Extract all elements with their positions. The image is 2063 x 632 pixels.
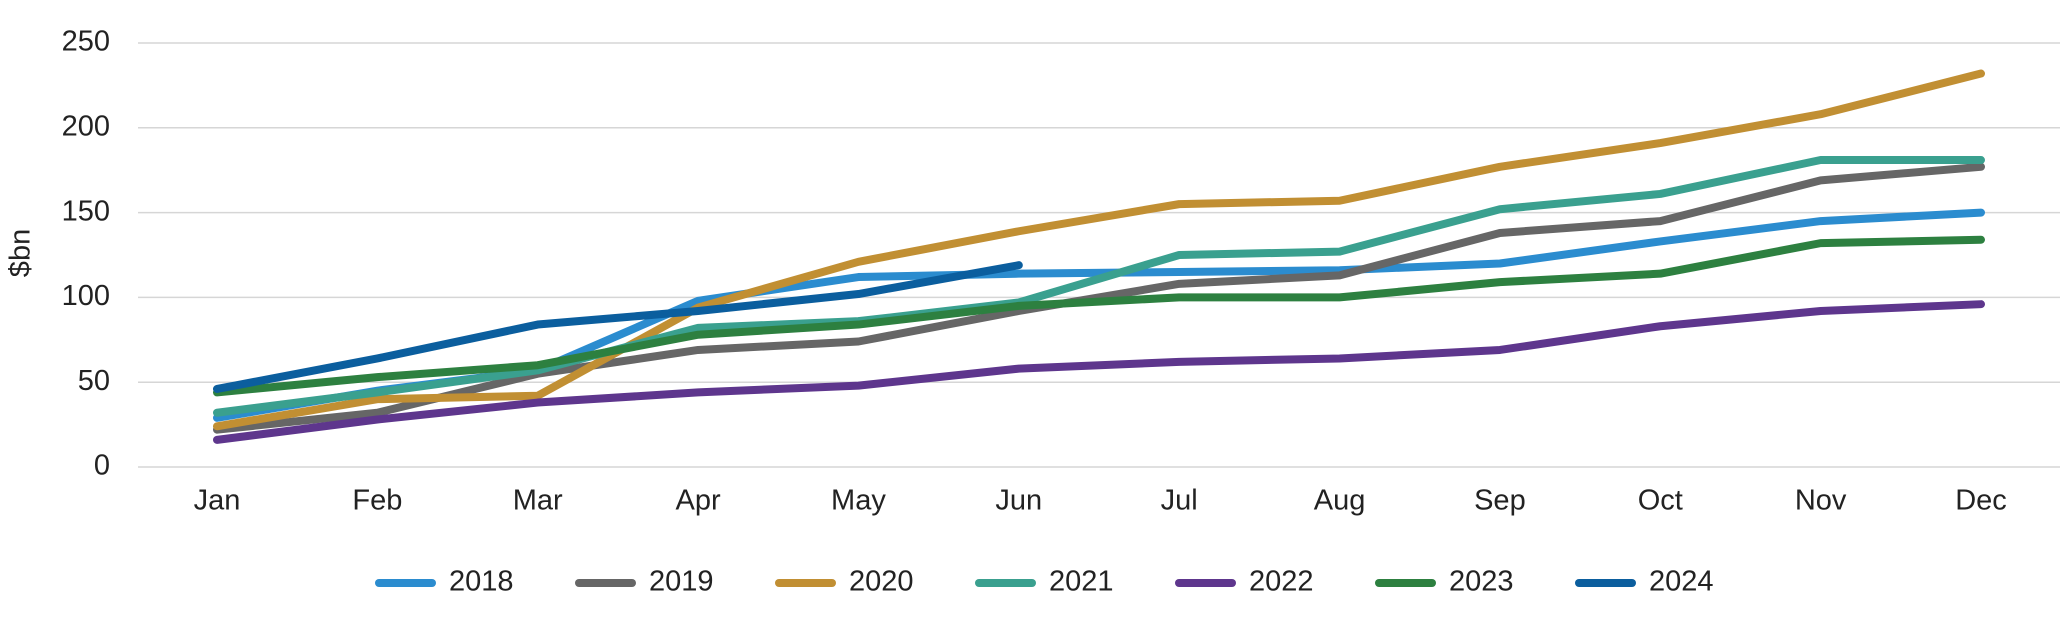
x-tick-label: Oct bbox=[1638, 485, 1683, 517]
y-tick-label: 200 bbox=[62, 110, 110, 142]
x-tick-label: Nov bbox=[1795, 485, 1847, 517]
x-tick-label: Apr bbox=[676, 485, 721, 517]
x-tick-label: Mar bbox=[513, 485, 563, 517]
series-line bbox=[213, 162, 1985, 434]
series-line bbox=[213, 235, 1985, 397]
legend-label: 2023 bbox=[1449, 566, 1514, 598]
x-tick-label: Jul bbox=[1161, 485, 1198, 517]
x-tick-label: Feb bbox=[352, 485, 402, 517]
x-tick-label: Sep bbox=[1474, 485, 1526, 517]
y-tick-label: 150 bbox=[62, 195, 110, 227]
x-tick-label: Jun bbox=[995, 485, 1042, 517]
y-axis-label: $bn bbox=[5, 229, 37, 277]
series-line bbox=[213, 69, 1985, 431]
legend-label: 2024 bbox=[1649, 566, 1714, 598]
legend-label: 2020 bbox=[849, 566, 914, 598]
y-tick-label: 50 bbox=[78, 365, 110, 397]
series-line bbox=[213, 300, 1985, 444]
y-tick-label: 0 bbox=[94, 450, 110, 482]
legend-label: 2018 bbox=[449, 566, 514, 598]
y-tick-label: 100 bbox=[62, 280, 110, 312]
legend-label: 2021 bbox=[1049, 566, 1114, 598]
legend-label: 2019 bbox=[649, 566, 714, 598]
x-tick-label: Jan bbox=[194, 485, 241, 517]
y-tick-label: 250 bbox=[62, 26, 110, 58]
series-line bbox=[213, 156, 1985, 417]
x-tick-label: Dec bbox=[1955, 485, 2007, 517]
x-tick-label: May bbox=[831, 485, 886, 517]
series-line bbox=[213, 261, 1023, 393]
legend-label: 2022 bbox=[1249, 566, 1314, 598]
x-tick-label: Aug bbox=[1314, 485, 1366, 517]
